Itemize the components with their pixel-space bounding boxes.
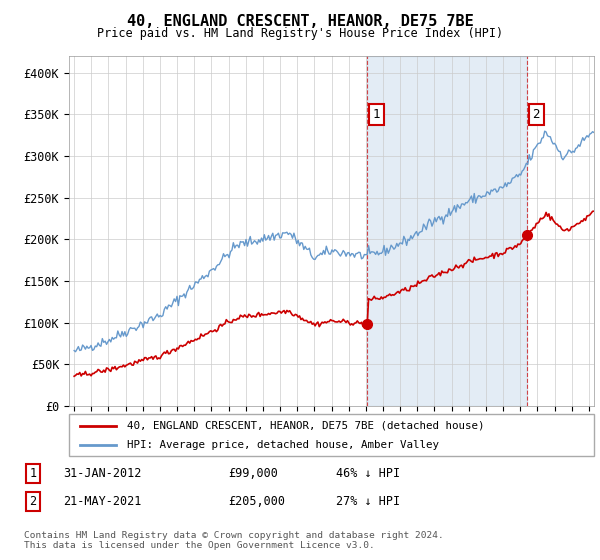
Text: 2: 2 bbox=[29, 494, 37, 508]
FancyBboxPatch shape bbox=[69, 414, 594, 456]
Text: 21-MAY-2021: 21-MAY-2021 bbox=[63, 494, 142, 508]
Bar bbox=[367, 56, 527, 406]
Text: Price paid vs. HM Land Registry's House Price Index (HPI): Price paid vs. HM Land Registry's House … bbox=[97, 27, 503, 40]
Text: 1: 1 bbox=[29, 466, 37, 480]
Text: 40, ENGLAND CRESCENT, HEANOR, DE75 7BE: 40, ENGLAND CRESCENT, HEANOR, DE75 7BE bbox=[127, 14, 473, 29]
Text: 40, ENGLAND CRESCENT, HEANOR, DE75 7BE (detached house): 40, ENGLAND CRESCENT, HEANOR, DE75 7BE (… bbox=[127, 421, 484, 431]
Text: HPI: Average price, detached house, Amber Valley: HPI: Average price, detached house, Ambe… bbox=[127, 440, 439, 450]
Text: £205,000: £205,000 bbox=[228, 494, 285, 508]
Text: 31-JAN-2012: 31-JAN-2012 bbox=[63, 466, 142, 480]
Text: 2: 2 bbox=[533, 108, 540, 121]
Text: 27% ↓ HPI: 27% ↓ HPI bbox=[336, 494, 400, 508]
Text: Contains HM Land Registry data © Crown copyright and database right 2024.
This d: Contains HM Land Registry data © Crown c… bbox=[24, 530, 444, 550]
Text: £99,000: £99,000 bbox=[228, 466, 278, 480]
Text: 1: 1 bbox=[373, 108, 380, 121]
Text: 46% ↓ HPI: 46% ↓ HPI bbox=[336, 466, 400, 480]
